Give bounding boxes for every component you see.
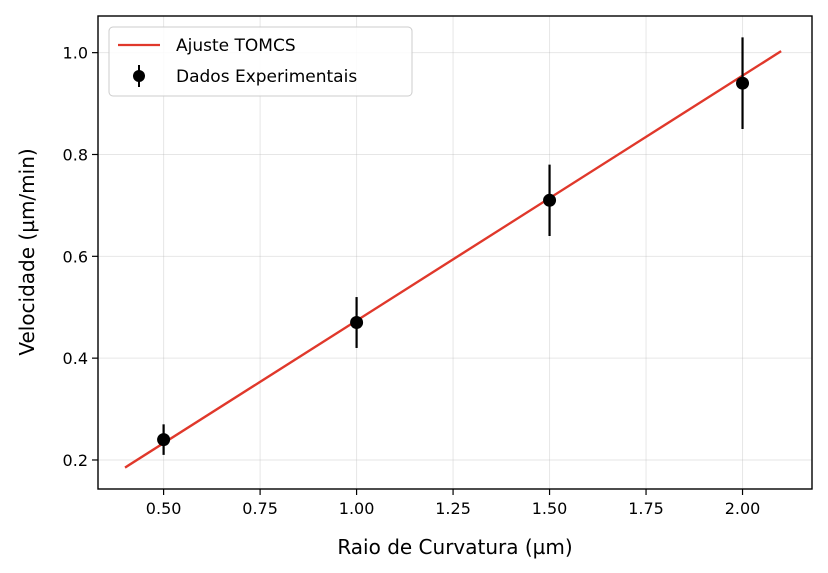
x-axis-label: Raio de Curvatura (µm) bbox=[337, 535, 572, 559]
data-point bbox=[736, 76, 750, 90]
legend-point-marker bbox=[133, 70, 145, 82]
plot-series bbox=[124, 37, 782, 469]
y-tick-label: 0.2 bbox=[63, 451, 88, 470]
y-tick-label: 0.6 bbox=[63, 247, 88, 266]
x-tick-label: 0.75 bbox=[242, 499, 278, 518]
x-tick-label: 1.25 bbox=[435, 499, 471, 518]
x-tick-label: 1.50 bbox=[532, 499, 568, 518]
plot-frame bbox=[97, 15, 813, 490]
legend-label-data: Dados Experimentais bbox=[176, 67, 357, 87]
data-point bbox=[157, 433, 171, 447]
x-tick-label: 2.00 bbox=[725, 499, 761, 518]
y-tick-label: 0.4 bbox=[63, 349, 88, 368]
data-point bbox=[543, 193, 557, 207]
fit-line bbox=[124, 50, 782, 469]
legend-box bbox=[108, 26, 413, 97]
data-point bbox=[350, 316, 364, 330]
y-axis-label: Velocidade (µm/min) bbox=[15, 148, 39, 355]
legend-label-fit: Ajuste TOMCS bbox=[176, 36, 296, 56]
y-axis: 0.2 0.4 0.6 0.8 1.0 bbox=[63, 44, 98, 470]
y-tick-label: 0.8 bbox=[63, 145, 88, 164]
x-tick-label: 0.50 bbox=[146, 499, 182, 518]
y-tick-label: 1.0 bbox=[63, 44, 88, 63]
x-tick-label: 1.00 bbox=[339, 499, 375, 518]
legend: Ajuste TOMCS Dados Experimentais bbox=[108, 26, 413, 97]
x-tick-label: 1.75 bbox=[628, 499, 664, 518]
x-axis: 0.50 0.75 1.00 1.25 1.50 1.75 2.00 bbox=[146, 489, 761, 518]
